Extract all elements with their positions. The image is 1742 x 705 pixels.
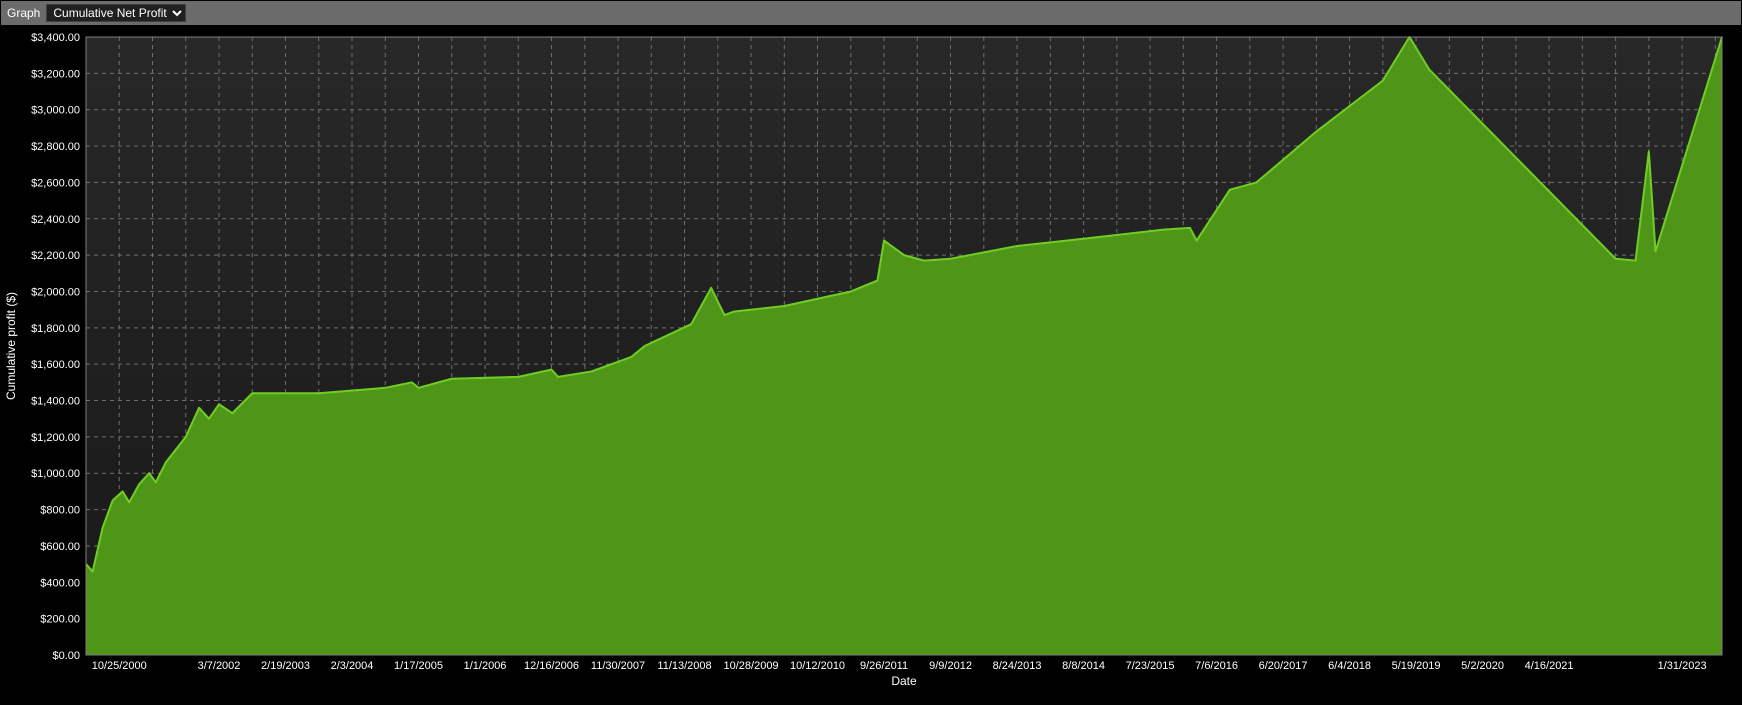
y-tick-label: $1,200.00 bbox=[31, 432, 80, 444]
x-tick-label: 5/19/2019 bbox=[1392, 660, 1441, 672]
x-tick-label: 1/1/2006 bbox=[464, 660, 507, 672]
y-tick-label: $2,400.00 bbox=[31, 214, 80, 226]
x-tick-label: 8/24/2013 bbox=[993, 660, 1042, 672]
y-tick-label: $3,200.00 bbox=[31, 68, 80, 80]
x-tick-label: 6/20/2017 bbox=[1259, 660, 1308, 672]
y-tick-label: $3,400.00 bbox=[31, 32, 80, 44]
graph-type-select[interactable]: Cumulative Net Profit bbox=[46, 4, 186, 22]
x-tick-label: 11/30/2007 bbox=[591, 660, 645, 672]
x-tick-label: 7/6/2016 bbox=[1195, 660, 1238, 672]
y-tick-label: $2,800.00 bbox=[31, 141, 80, 153]
toolbar-label: Graph bbox=[7, 6, 40, 20]
x-axis-title: Date bbox=[891, 674, 917, 688]
x-tick-label: 4/16/2021 bbox=[1525, 660, 1574, 672]
y-tick-label: $3,000.00 bbox=[31, 105, 80, 117]
x-tick-label: 8/8/2014 bbox=[1062, 660, 1105, 672]
y-tick-label: $2,200.00 bbox=[31, 250, 80, 262]
y-tick-label: $600.00 bbox=[40, 541, 80, 553]
x-tick-label: 6/4/2018 bbox=[1328, 660, 1371, 672]
y-tick-label: $1,800.00 bbox=[31, 323, 80, 335]
x-tick-label: 7/23/2015 bbox=[1126, 660, 1175, 672]
x-tick-label: 5/2/2020 bbox=[1461, 660, 1504, 672]
x-tick-label: 1/17/2005 bbox=[394, 660, 443, 672]
y-tick-label: $1,600.00 bbox=[31, 359, 80, 371]
cumulative-profit-chart: $0.00 $200.00 $400.00 $600.00 $800.00 $1,000.… bbox=[1, 27, 1742, 705]
x-tick-label: 9/9/2012 bbox=[929, 660, 972, 672]
x-tick-label: 10/12/2010 bbox=[790, 660, 845, 672]
y-tick-label: $200.00 bbox=[40, 614, 80, 626]
y-tick-label: $400.00 bbox=[40, 577, 80, 589]
y-tick-label: $1,400.00 bbox=[31, 396, 80, 408]
y-tick-label: $0.00 bbox=[52, 650, 80, 662]
x-tick-label: 9/26/2011 bbox=[860, 660, 908, 672]
x-tick-label: 1/31/2023 bbox=[1658, 660, 1707, 672]
y-tick-label: $1,000.00 bbox=[31, 468, 80, 480]
x-tick-label: 2/19/2003 bbox=[261, 660, 310, 672]
x-tick-label: 11/13/2008 bbox=[657, 660, 711, 672]
x-tick-label: 3/7/2002 bbox=[198, 660, 241, 672]
x-tick-label: 10/25/2000 bbox=[92, 660, 147, 672]
y-tick-label: $2,600.00 bbox=[31, 177, 80, 189]
y-tick-label: $800.00 bbox=[40, 505, 80, 517]
chart-container: $0.00 $200.00 $400.00 $600.00 $800.00 $1,000.… bbox=[0, 26, 1742, 705]
x-tick-label: 10/28/2009 bbox=[724, 660, 779, 672]
y-tick-label: $2,000.00 bbox=[31, 286, 80, 298]
x-tick-label: 2/3/2004 bbox=[331, 660, 374, 672]
toolbar: Graph Cumulative Net Profit bbox=[0, 0, 1742, 26]
x-tick-label: 12/16/2006 bbox=[524, 660, 579, 672]
y-axis-title: Cumulative profit ($) bbox=[4, 292, 18, 400]
